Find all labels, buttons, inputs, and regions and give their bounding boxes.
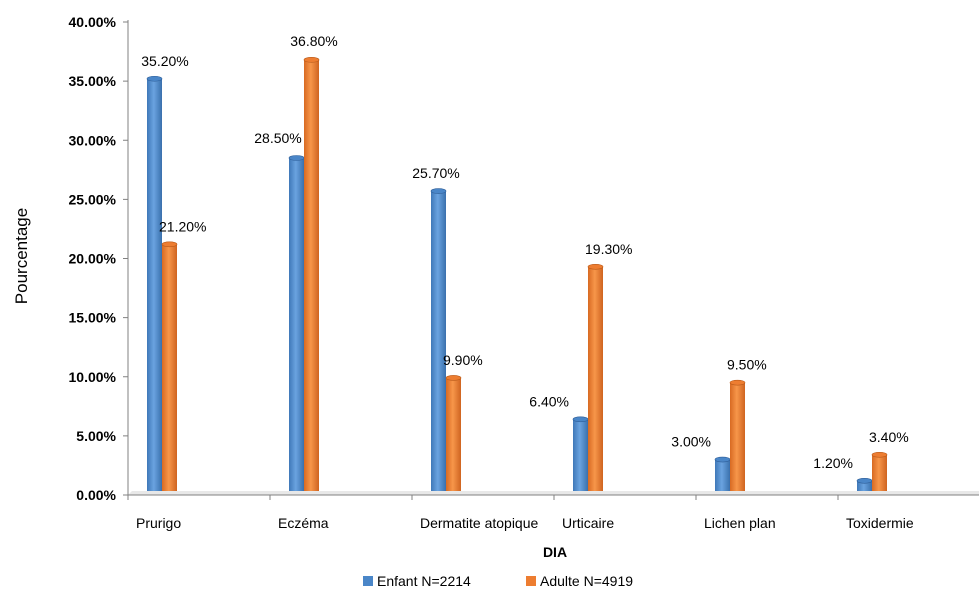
bar-cap — [430, 188, 447, 194]
data-label: 3.40% — [869, 429, 909, 445]
bar-cap — [288, 155, 305, 161]
bar — [871, 451, 888, 495]
data-label: 25.70% — [412, 165, 459, 181]
legend-swatch — [526, 576, 536, 586]
bar-body — [446, 377, 461, 495]
bar-cap — [303, 57, 320, 63]
y-axis-ticks: 0.00% 5.00% 10.00% 15.00% 20.00% 25.00% 30.00%… — [69, 14, 128, 503]
x-tick-label: Eczéma — [278, 515, 329, 531]
y-axis-label: Pourcentage — [12, 208, 31, 304]
data-label: 6.40% — [529, 393, 569, 409]
bar — [572, 416, 589, 495]
axes — [127, 20, 979, 496]
bar-cap — [572, 416, 589, 423]
data-label: 19.30% — [585, 241, 632, 257]
y-tick-label: 35.00% — [69, 73, 117, 89]
x-axis-ticks: Prurigo Eczéma Dermatite atopique Urticaire… — [127, 495, 914, 531]
bar-cap — [587, 263, 604, 270]
bar — [288, 155, 305, 496]
legend: Enfant N=2214 Adulte N=4919 — [363, 573, 633, 589]
y-tick-label: 25.00% — [69, 191, 117, 207]
legend-item: Enfant N=2214 — [363, 573, 471, 589]
bar-body — [573, 419, 588, 495]
bar-body — [147, 78, 162, 495]
bars — [146, 57, 888, 496]
bar-cap — [856, 478, 873, 484]
data-label: 3.00% — [671, 434, 711, 450]
data-label: 35.20% — [141, 53, 188, 69]
bar — [445, 375, 462, 495]
bar — [729, 379, 746, 495]
bar — [430, 188, 447, 495]
bar — [303, 57, 320, 496]
data-label: 36.80% — [290, 33, 337, 49]
bar-cap — [729, 379, 746, 386]
bar-cap — [445, 375, 462, 381]
bar — [161, 241, 178, 495]
bar-body — [162, 244, 177, 495]
data-label: 28.50% — [254, 130, 301, 146]
legend-label: Adulte N=4919 — [540, 573, 633, 589]
bar-cap — [161, 241, 178, 248]
bar-cap — [714, 456, 731, 463]
legend-swatch — [363, 576, 373, 586]
x-tick-label: Prurigo — [136, 515, 181, 531]
bar-body — [588, 266, 603, 495]
bar-body — [289, 157, 304, 496]
bar-body — [872, 454, 887, 495]
bar — [146, 75, 163, 495]
data-labels: 35.20% 28.50% 25.70% 6.40% 3.00% 1.20% 21.20% 3… — [141, 33, 908, 471]
y-tick-label: 30.00% — [69, 132, 117, 148]
x-axis-floor — [128, 491, 979, 495]
x-tick-label: Urticaire — [562, 515, 614, 531]
data-label: 21.20% — [159, 218, 206, 234]
bar-body — [715, 459, 730, 495]
bar — [587, 263, 604, 495]
y-tick-label: 5.00% — [76, 428, 116, 444]
y-tick-label: 20.00% — [69, 251, 117, 267]
bar-cap — [871, 451, 888, 458]
data-label: 1.20% — [813, 455, 853, 471]
bar-body — [304, 59, 319, 496]
x-tick-label: Dermatite atopique — [420, 515, 539, 531]
data-label: 9.90% — [443, 352, 483, 368]
bar-cap — [146, 75, 163, 82]
bar — [714, 456, 731, 495]
y-tick-label: 10.00% — [69, 369, 117, 385]
data-label: 9.50% — [727, 357, 767, 373]
x-tick-label: Toxidermie — [846, 515, 914, 531]
legend-label: Enfant N=2214 — [377, 573, 471, 589]
x-axis-label: DIA — [543, 544, 567, 560]
bar-body — [431, 191, 446, 495]
y-tick-label: 0.00% — [76, 487, 116, 503]
y-tick-label: 40.00% — [69, 14, 117, 30]
bar-body — [730, 382, 745, 495]
x-tick-label: Lichen plan — [704, 515, 776, 531]
y-tick-label: 15.00% — [69, 310, 117, 326]
legend-item: Adulte N=4919 — [526, 573, 633, 589]
